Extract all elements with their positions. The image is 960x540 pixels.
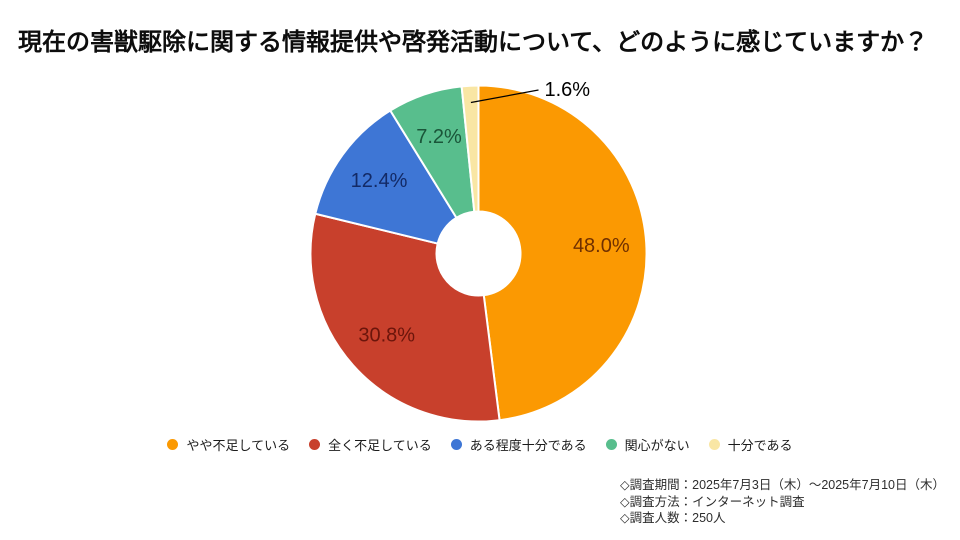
legend-label: 十分である [727, 438, 793, 453]
slice-value-label: 1.6% [545, 79, 591, 101]
legend-item: 全く不足している [309, 435, 432, 454]
survey-method-note: ◇調査方法：インターネット調査 [620, 494, 805, 509]
slice-value-label: 48.0% [573, 235, 630, 257]
slice-value-label: 7.2% [416, 126, 462, 148]
survey-notes: ◇調査期間：2025年7月3日（木）～2025年7月10日（木） ◇調査方法：イ… [620, 477, 945, 527]
pie-slice-3 [314, 109, 458, 245]
survey-sample-size-note: ◇調査人数：250人 [620, 511, 726, 525]
legend-label: 全く不足している [328, 438, 432, 453]
legend-label: やや不足している [186, 438, 291, 453]
legend-item: 十分である [708, 435, 793, 454]
pie-labels: 48.0% 30.8% 12.4% 7.2% 1.6% [351, 79, 630, 346]
pie-slice-1 [477, 84, 648, 422]
pie-slice-2 [309, 212, 501, 423]
chart-title: 現在の害獣駆除に関する情報提供や啓発活動について、どのように感じていますか？ [18, 29, 929, 56]
legend-swatch-icon [605, 439, 617, 450]
legend-label: ある程度十分である [469, 438, 587, 453]
pie-slices [309, 84, 648, 423]
legend-swatch-icon [309, 439, 321, 450]
legend-item: 関心がない [605, 435, 690, 454]
legend-item: ある程度十分である [450, 435, 587, 454]
survey-period-note: ◇調査期間：2025年7月3日（木）～2025年7月10日（木） [620, 478, 945, 492]
slice-value-label: 12.4% [351, 170, 408, 192]
legend-swatch-icon [450, 439, 462, 450]
callout-leader-line [470, 89, 539, 104]
legend-label: 関心がない [624, 438, 690, 453]
slice-value-label: 30.8% [358, 324, 415, 346]
legend-swatch-icon [167, 439, 179, 450]
pie-slice-5 [460, 84, 480, 213]
chart-legend: やや不足している 全く不足している ある程度十分である 関心がない 十分である [0, 435, 960, 454]
legend-item: やや不足している [167, 435, 290, 454]
legend-swatch-icon [708, 439, 720, 450]
